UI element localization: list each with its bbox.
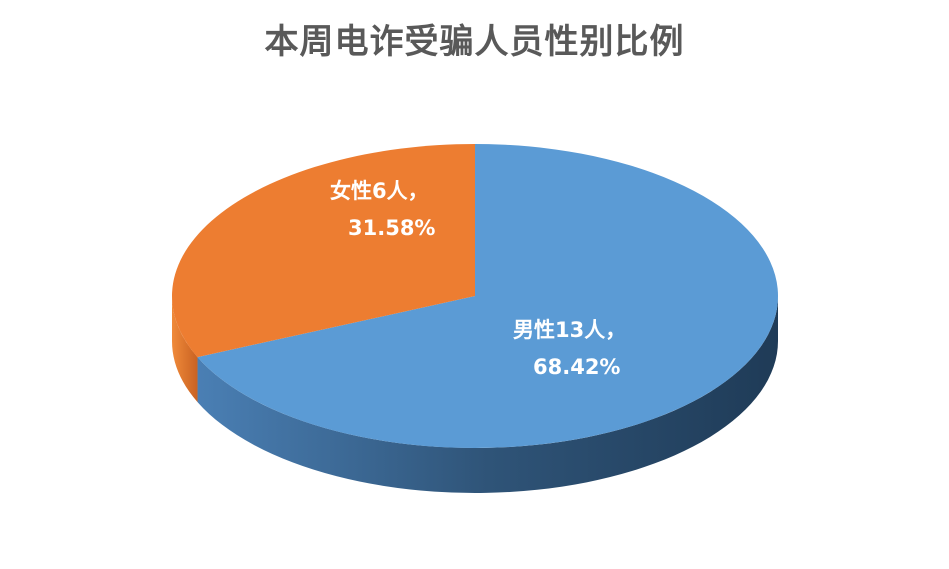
slice-label-female-line2: 31.58% (348, 216, 435, 240)
slice-side-male (197, 296, 778, 494)
slice-label-male-line1: 男性13人， (513, 318, 626, 342)
slice-male[interactable] (197, 144, 778, 448)
slice-side-female (172, 296, 198, 403)
slice-label-male-line2: 68.42% (533, 355, 620, 379)
slice-female[interactable] (172, 144, 475, 358)
chart-title: 本周电诈受骗人员性别比例 (264, 22, 685, 62)
slice-label-female-line1: 女性6人， (330, 179, 429, 203)
